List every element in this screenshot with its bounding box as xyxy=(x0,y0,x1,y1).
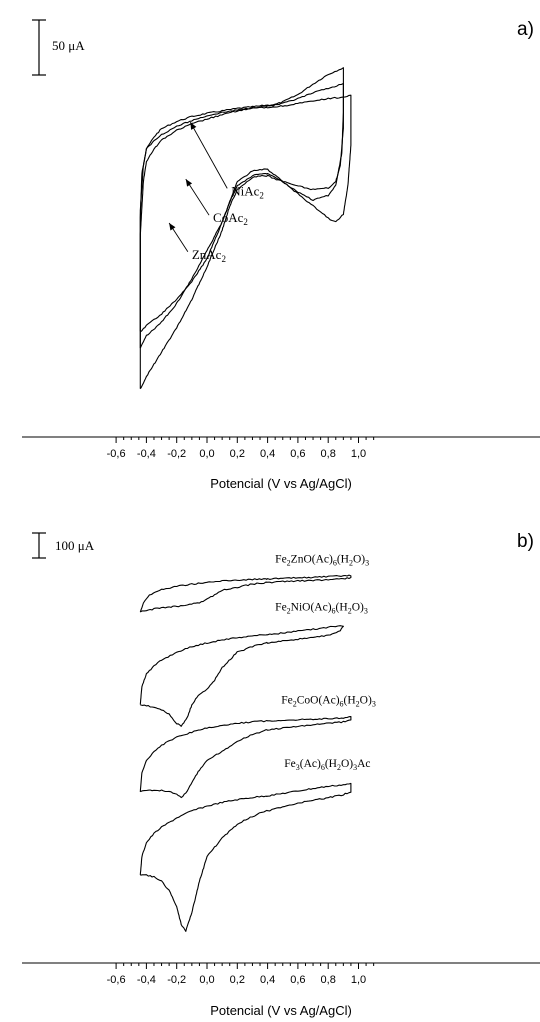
annotation-arrow xyxy=(189,122,228,189)
panel-b: Fe2ZnO(Ac)6(H2O)3 Fe2NiO(Ac)6(H2O)3 Fe2CoO… xyxy=(22,531,540,1018)
scale-bar-label-b: 100 μA xyxy=(55,538,95,553)
x-tick-label: 0,4 xyxy=(260,974,275,986)
x-axis-b: -0,6 -0,4 -0,2 0,0 0,2 0,4 0,6 0,8 1,0 xyxy=(22,962,540,986)
panel-label-b: b) xyxy=(517,531,534,552)
x-axis-a: -0,6 -0,4 -0,2 0,0 0,2 0,4 0,6 0,8 1,0 xyxy=(22,436,540,460)
x-tick-label: 0,6 xyxy=(290,448,305,460)
scale-bar-a: 50 μA xyxy=(32,19,85,76)
annotation-arrowhead xyxy=(185,179,193,187)
scale-bar-b: 100 μA xyxy=(32,532,95,559)
annotation-arrowhead xyxy=(190,122,197,130)
x-tick-label: -0,2 xyxy=(167,974,186,986)
panel-label-a: a) xyxy=(517,19,534,40)
plot-area-a xyxy=(139,67,352,390)
annotation-arrow xyxy=(185,178,210,216)
annotation-label: ZnAc2 xyxy=(192,247,226,264)
plot-area-b xyxy=(139,574,352,932)
annotation-label: CoAc2 xyxy=(213,210,248,227)
annotation-label: Fe2ZnO(Ac)6(H2O)3 xyxy=(275,553,369,567)
scale-bar-label-a: 50 μA xyxy=(52,38,85,53)
x-tick-label: 0,6 xyxy=(290,974,305,986)
x-tick-label: -0,6 xyxy=(107,974,126,986)
x-tick-label: 0,8 xyxy=(321,974,336,986)
x-axis-label-b: Potencial (V vs Ag/AgCl) xyxy=(210,1003,352,1018)
x-tick-label: 0,8 xyxy=(321,448,336,460)
annotation-label: NiAc2 xyxy=(231,183,264,200)
series-line-fe2zno-ac-6-h2o-3 xyxy=(139,574,352,613)
series-line-fe3-ac-6-h2o-3ac xyxy=(139,782,352,932)
x-axis-label-a: Potencial (V vs Ag/AgCl) xyxy=(210,476,352,491)
x-tick-label: 1,0 xyxy=(351,974,366,986)
x-tick-label: 0,4 xyxy=(260,448,275,460)
annotation-arrowhead xyxy=(169,223,176,231)
panel-a: NiAc2 CoAc2 ZnAc2 -0,6 -0,4 -0,2 0,0 0,2 0,4 0,6… xyxy=(22,19,540,491)
annotation-label: Fe3(Ac)6(H2O)3Ac xyxy=(284,758,370,772)
series-line-fe2coo-ac-6-h2o-3 xyxy=(139,716,352,799)
x-tick-label: 0,0 xyxy=(199,974,214,986)
x-tick-label: 0,2 xyxy=(230,448,245,460)
x-tick-label: 0,2 xyxy=(230,974,245,986)
x-tick-label: 0,0 xyxy=(199,448,214,460)
annotation-label: Fe2NiO(Ac)6(H2O)3 xyxy=(275,601,368,615)
series-line-fe2nio-ac-6-h2o-3 xyxy=(139,625,344,727)
series-line-znac2 xyxy=(139,94,352,390)
annotations-a: NiAc2 CoAc2 ZnAc2 xyxy=(168,122,264,264)
x-tick-label: -0,4 xyxy=(137,974,156,986)
x-tick-label: -0,2 xyxy=(167,448,186,460)
x-tick-label: -0,4 xyxy=(137,448,156,460)
x-tick-label: 1,0 xyxy=(351,448,366,460)
annotations-b: Fe2ZnO(Ac)6(H2O)3 Fe2NiO(Ac)6(H2O)3 Fe2CoO… xyxy=(275,553,376,771)
x-tick-label: -0,6 xyxy=(107,448,126,460)
series-line-coac2 xyxy=(139,82,344,333)
annotation-label: Fe2CoO(Ac)6(H2O)3 xyxy=(281,694,376,708)
